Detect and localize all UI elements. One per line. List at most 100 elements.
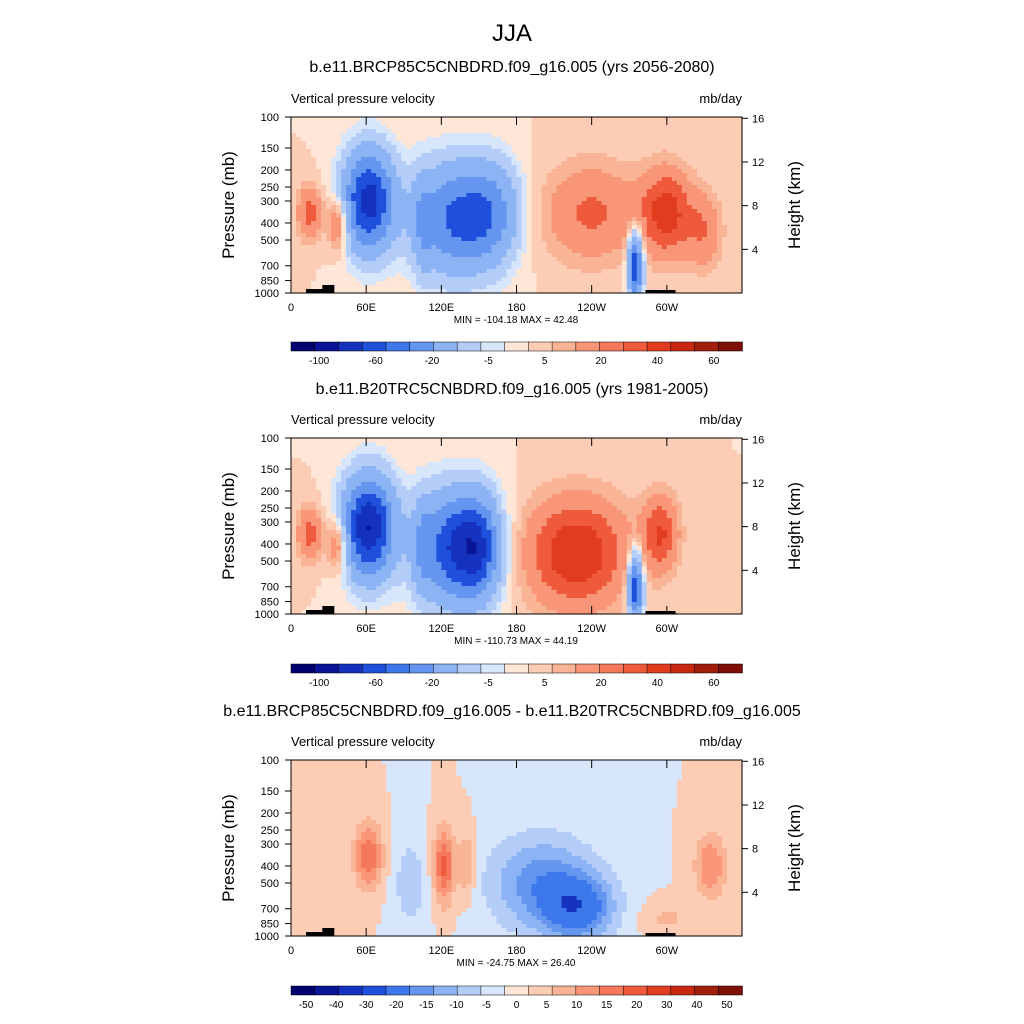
heatmap-cell <box>306 193 312 198</box>
heatmap-cell <box>636 193 643 198</box>
heatmap-cell <box>441 185 447 190</box>
heatmap-cell <box>686 233 693 238</box>
heatmap-cell <box>391 233 397 238</box>
heatmap-cell <box>301 221 307 226</box>
heatmap-cell <box>296 257 302 262</box>
heatmap-cell <box>531 117 538 122</box>
heatmap-cell <box>301 205 307 210</box>
heatmap-cell <box>531 137 538 142</box>
heatmap-cell <box>586 225 593 230</box>
heatmap-cell <box>716 257 723 262</box>
heatmap-cell <box>401 273 407 278</box>
heatmap-cell <box>581 454 588 459</box>
heatmap-cell <box>521 193 528 198</box>
heatmap-cell <box>611 462 618 467</box>
heatmap-cell <box>311 281 317 286</box>
heatmap-cell <box>466 257 472 262</box>
heatmap-cell <box>511 273 518 278</box>
heatmap-cell <box>326 221 332 226</box>
heatmap-cell <box>401 454 407 459</box>
heatmap-cell <box>421 201 427 206</box>
heatmap-cell <box>666 277 673 282</box>
heatmap-cell <box>431 141 437 146</box>
heatmap-cell <box>606 466 613 471</box>
heatmap-cell <box>331 273 337 278</box>
heatmap-cell <box>626 213 633 218</box>
heatmap-cell <box>401 177 407 182</box>
heatmap-cell <box>546 257 553 262</box>
heatmap-cell <box>326 149 332 154</box>
heatmap-cell <box>466 177 472 182</box>
heatmap-cell <box>351 237 357 242</box>
heatmap-cell <box>641 257 648 262</box>
heatmap-cell <box>601 221 608 226</box>
heatmap-cell <box>601 193 608 198</box>
heatmap-cell <box>411 261 417 266</box>
heatmap-cell <box>726 217 733 222</box>
heatmap-cell <box>701 201 708 206</box>
heatmap-cell <box>461 225 467 230</box>
heatmap-cell <box>606 145 613 150</box>
heatmap-cell <box>546 213 553 218</box>
heatmap-cell <box>581 438 588 443</box>
heatmap-cell <box>351 285 357 290</box>
heatmap-cell <box>691 133 698 138</box>
heatmap-cell <box>521 177 528 182</box>
heatmap-cell <box>351 145 357 150</box>
heatmap-cell <box>346 225 352 230</box>
heatmap-cell <box>366 442 372 447</box>
heatmap-cell <box>631 197 638 202</box>
colorbar-label: 60 <box>708 356 720 367</box>
heatmap-cell <box>321 249 327 254</box>
heatmap-cell <box>466 121 472 126</box>
heatmap-cell <box>676 217 683 222</box>
heatmap-cell <box>666 145 673 150</box>
heatmap-cell <box>696 458 703 463</box>
heatmap-cell <box>326 181 332 186</box>
heatmap-cell <box>351 165 357 170</box>
heatmap-cell <box>341 125 347 130</box>
heatmap-cell <box>621 157 628 162</box>
heatmap-cell <box>706 269 713 274</box>
heatmap-cell <box>586 193 593 198</box>
heatmap-cell <box>551 466 558 471</box>
heatmap-cell <box>681 173 688 178</box>
heatmap-cell <box>401 189 407 194</box>
heatmap-cell <box>466 474 472 479</box>
heatmap-cell <box>686 285 693 290</box>
heatmap-cell <box>451 470 457 475</box>
heatmap-cell <box>576 125 583 130</box>
heatmap-cell <box>336 217 342 222</box>
heatmap-cell <box>591 229 598 234</box>
heatmap-cell <box>506 197 513 202</box>
heatmap-cell <box>436 233 442 238</box>
heatmap-cell <box>651 261 658 266</box>
heatmap-cell <box>561 277 568 282</box>
heatmap-cell <box>711 466 718 471</box>
heatmap-cell <box>556 201 563 206</box>
heatmap-cell <box>346 209 352 214</box>
heatmap-cell <box>646 117 653 122</box>
heatmap-cell <box>536 458 543 463</box>
heatmap-cell <box>676 450 683 455</box>
heatmap-cell <box>636 458 643 463</box>
heatmap-cell <box>556 177 563 182</box>
heatmap-cell <box>601 129 608 134</box>
heatmap-cell <box>381 462 387 467</box>
heatmap-cell <box>646 169 653 174</box>
heatmap-cell <box>501 117 508 122</box>
heatmap-cell <box>581 149 588 154</box>
heatmap-cell <box>566 137 573 142</box>
heatmap-cell <box>636 197 643 202</box>
heatmap-cell <box>616 446 623 451</box>
heatmap-cell <box>596 177 603 182</box>
heatmap-cell <box>371 450 377 455</box>
heatmap-cell <box>436 269 442 274</box>
heatmap-cell <box>701 470 708 475</box>
heatmap-cell <box>581 446 588 451</box>
heatmap-cell <box>596 446 603 451</box>
heatmap-cell <box>561 117 568 122</box>
heatmap-cell <box>416 281 422 286</box>
heatmap-cell <box>426 241 432 246</box>
heatmap-cell <box>701 233 708 238</box>
